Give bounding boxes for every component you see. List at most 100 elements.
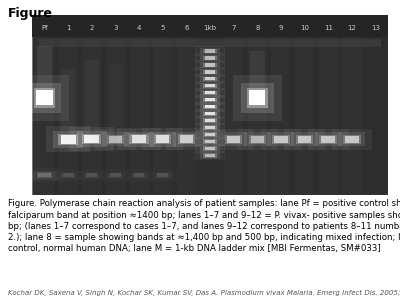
Bar <box>85 60 98 132</box>
Bar <box>204 49 216 53</box>
Bar <box>205 140 215 143</box>
Bar <box>205 98 215 101</box>
Bar <box>134 173 144 177</box>
Bar <box>34 172 55 179</box>
Bar <box>204 112 216 116</box>
Bar <box>205 77 215 80</box>
Bar <box>102 132 129 146</box>
Bar <box>205 50 215 52</box>
Text: Figure: Figure <box>8 8 53 20</box>
Text: 6: 6 <box>184 25 189 31</box>
Bar <box>205 105 215 108</box>
Bar <box>200 89 220 96</box>
Bar <box>157 173 168 177</box>
Bar <box>248 135 266 144</box>
Bar <box>132 135 146 143</box>
Bar <box>124 132 154 147</box>
Bar <box>107 135 124 144</box>
Bar <box>20 75 69 121</box>
Bar <box>195 53 225 63</box>
Bar <box>200 103 220 110</box>
Bar <box>205 63 215 67</box>
Bar <box>156 135 170 143</box>
Bar <box>195 88 225 98</box>
Bar <box>345 136 359 143</box>
Bar <box>205 119 215 122</box>
Bar <box>205 56 215 60</box>
Bar <box>200 131 220 138</box>
Text: Kochar DK, Saxena V, Singh N, Kochar SK, Kumar SV, Das A. Plasmodium vivax Malar: Kochar DK, Saxena V, Singh N, Kochar SK,… <box>8 289 400 296</box>
Bar <box>81 172 102 179</box>
Bar <box>204 77 216 81</box>
Bar <box>109 136 122 143</box>
Bar <box>320 135 337 144</box>
Text: 5: 5 <box>160 25 165 31</box>
Bar <box>104 172 126 179</box>
Bar <box>308 129 348 150</box>
Bar <box>28 170 61 181</box>
Bar <box>180 135 193 143</box>
Bar <box>204 153 216 158</box>
Bar <box>195 46 225 56</box>
Bar <box>86 173 97 177</box>
Bar <box>237 129 278 150</box>
Bar <box>272 135 290 144</box>
Bar <box>59 37 78 195</box>
Text: 1: 1 <box>66 25 70 31</box>
Bar <box>38 173 50 177</box>
Bar <box>149 132 176 147</box>
Bar <box>52 170 84 181</box>
Bar <box>248 37 267 195</box>
Bar <box>227 136 240 143</box>
Bar <box>250 136 264 143</box>
Bar <box>343 135 361 144</box>
Bar <box>205 154 215 157</box>
Bar <box>26 168 63 182</box>
Text: 2: 2 <box>90 25 94 31</box>
Bar <box>319 37 338 195</box>
Bar <box>39 39 381 47</box>
Bar <box>106 37 125 195</box>
Bar <box>32 171 57 180</box>
Bar <box>130 37 148 195</box>
Bar <box>315 132 342 146</box>
Bar <box>200 152 220 159</box>
Bar <box>342 37 361 195</box>
Bar <box>322 136 335 143</box>
Bar <box>109 64 122 132</box>
Bar <box>76 170 108 181</box>
Bar <box>173 132 200 147</box>
Text: 4: 4 <box>137 25 141 31</box>
Bar <box>204 91 216 95</box>
Bar <box>156 173 170 178</box>
Bar <box>195 109 225 118</box>
Bar <box>32 15 388 37</box>
Bar <box>99 170 132 181</box>
Bar <box>195 81 225 91</box>
Bar <box>244 132 271 146</box>
Bar <box>195 136 225 146</box>
Text: 12: 12 <box>348 25 356 31</box>
Bar <box>225 135 242 144</box>
Bar <box>152 172 174 179</box>
Bar <box>53 130 83 148</box>
Bar <box>204 118 216 123</box>
Text: 1kb: 1kb <box>204 25 216 31</box>
Bar <box>117 128 161 151</box>
Bar <box>204 125 216 130</box>
Bar <box>200 76 220 82</box>
Bar <box>241 82 274 113</box>
Bar <box>61 173 75 178</box>
Bar <box>205 91 215 94</box>
Text: 9: 9 <box>279 25 283 31</box>
Bar <box>37 46 52 91</box>
Bar <box>195 130 225 140</box>
Bar <box>261 129 301 150</box>
Bar <box>34 88 55 108</box>
Bar <box>204 98 216 102</box>
Bar <box>129 134 149 144</box>
Bar <box>296 135 313 144</box>
Bar <box>38 173 52 178</box>
Bar <box>195 123 225 132</box>
Bar <box>110 173 121 177</box>
